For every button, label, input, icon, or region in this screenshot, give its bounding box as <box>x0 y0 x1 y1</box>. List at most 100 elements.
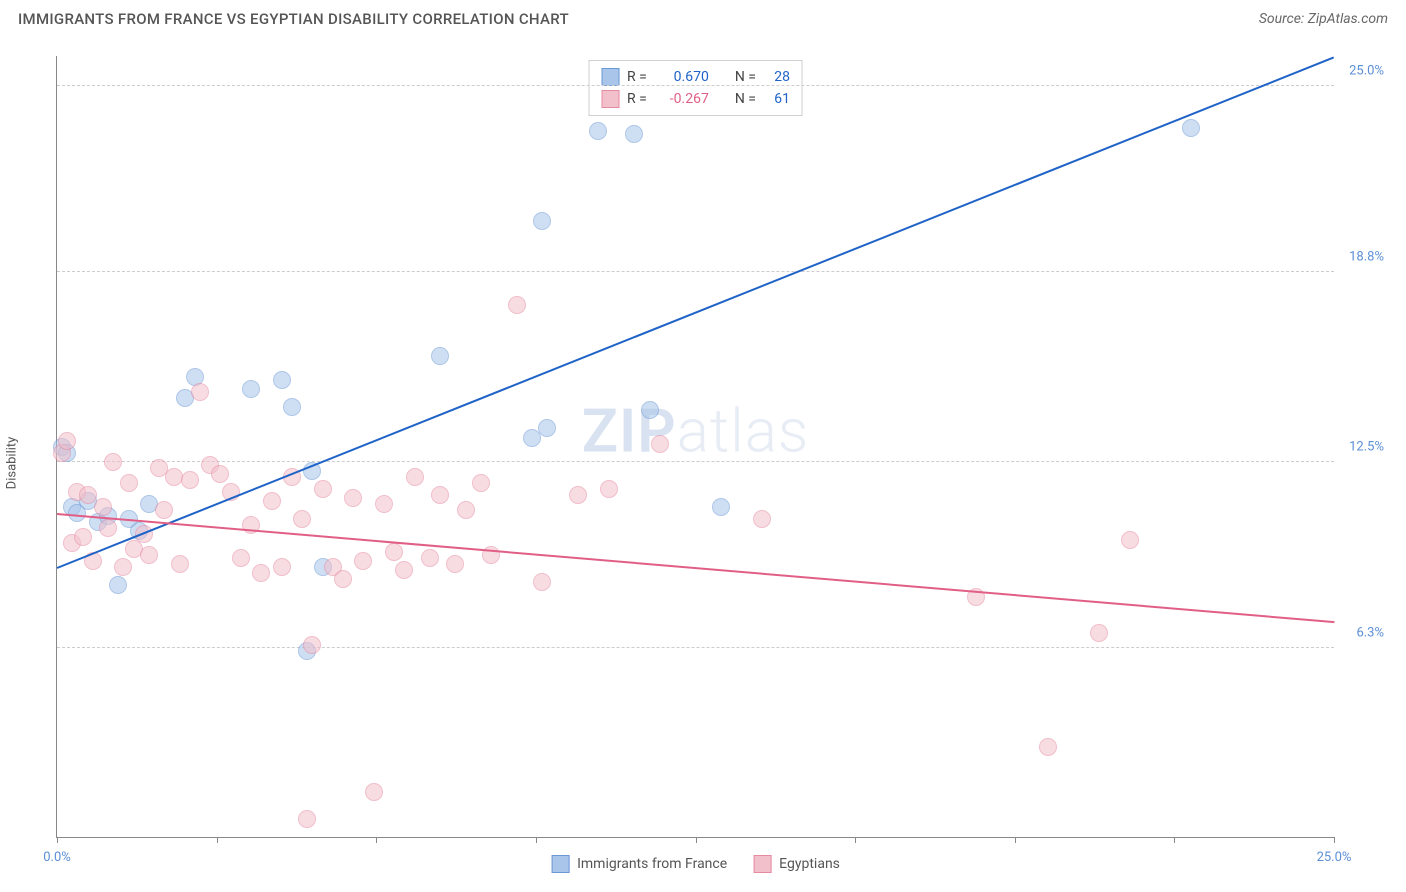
data-point <box>641 401 659 419</box>
data-point <box>1090 624 1108 642</box>
legend-stats-row: R = -0.267 N = 61 <box>601 88 790 110</box>
data-point <box>211 465 229 483</box>
legend-swatch-icon <box>551 855 569 873</box>
legend-series-item: Immigrants from France <box>551 855 727 873</box>
x-tick-label: 0.0% <box>43 850 71 865</box>
legend-series-label: Egyptians <box>779 856 840 872</box>
n-value: 28 <box>764 69 790 85</box>
data-point <box>334 570 352 588</box>
watermark-atlas: atlas <box>677 395 810 466</box>
data-point <box>79 486 97 504</box>
x-tick <box>1015 837 1016 843</box>
source-label: Source: ZipAtlas.com <box>1259 11 1388 27</box>
data-point <box>431 486 449 504</box>
data-point <box>365 783 383 801</box>
watermark-zip: ZIP <box>582 395 677 466</box>
y-tick-label: 12.5% <box>1338 439 1384 454</box>
n-label: N = <box>735 91 756 107</box>
data-point <box>99 519 117 537</box>
data-point <box>155 501 173 519</box>
data-point <box>181 471 199 489</box>
data-point <box>472 474 490 492</box>
legend-swatch-icon <box>753 855 771 873</box>
data-point <box>385 543 403 561</box>
legend-series-label: Immigrants from France <box>577 856 727 872</box>
r-label: R = <box>627 69 647 85</box>
data-point <box>252 564 270 582</box>
legend-stats: R = 0.670 N = 28 R = -0.267 N = 61 <box>588 60 803 116</box>
data-point <box>94 498 112 516</box>
plot-area: ZIPatlas R =0.670N =28R =-0.267N =61 Imm… <box>56 56 1334 838</box>
data-point <box>569 486 587 504</box>
x-tick <box>855 837 856 843</box>
data-point <box>446 555 464 573</box>
chart-container: Disability ZIPatlas R =0.670N =28R =-0.2… <box>18 46 1388 880</box>
legend-series: Immigrants from France Egyptians <box>551 855 840 873</box>
data-point <box>140 546 158 564</box>
data-point <box>712 498 730 516</box>
legend-series-item: Egyptians <box>753 855 840 873</box>
y-tick-label: 6.3% <box>1338 625 1384 640</box>
x-tick <box>1174 837 1175 843</box>
data-point <box>104 453 122 471</box>
r-label: R = <box>627 91 647 107</box>
data-point <box>314 480 332 498</box>
data-point <box>74 528 92 546</box>
x-tick <box>57 837 58 843</box>
data-point <box>395 561 413 579</box>
data-point <box>421 549 439 567</box>
data-point <box>303 636 321 654</box>
data-point <box>753 510 771 528</box>
data-point <box>171 555 189 573</box>
data-point <box>457 501 475 519</box>
trend-line <box>57 56 1335 569</box>
data-point <box>263 492 281 510</box>
data-point <box>58 432 76 450</box>
data-point <box>354 552 372 570</box>
n-label: N = <box>735 69 756 85</box>
data-point <box>431 347 449 365</box>
data-point <box>273 371 291 389</box>
data-point <box>375 495 393 513</box>
y-tick-label: 25.0% <box>1338 64 1384 79</box>
legend-swatch-icon <box>601 68 619 86</box>
y-axis-label: Disability <box>5 437 20 490</box>
data-point <box>242 380 260 398</box>
trend-line <box>57 513 1334 623</box>
data-point <box>1039 738 1057 756</box>
data-point <box>109 576 127 594</box>
gridline <box>57 271 1334 272</box>
r-value: -0.267 <box>655 91 709 107</box>
data-point <box>120 474 138 492</box>
x-tick <box>696 837 697 843</box>
y-tick-label: 18.8% <box>1338 250 1384 265</box>
data-point <box>625 125 643 143</box>
data-point <box>273 558 291 576</box>
data-point <box>533 573 551 591</box>
data-point <box>406 468 424 486</box>
data-point <box>538 419 556 437</box>
data-point <box>589 122 607 140</box>
header-bar: IMMIGRANTS FROM FRANCE VS EGYPTIAN DISAB… <box>0 0 1406 34</box>
x-tick <box>1334 837 1335 843</box>
r-value: 0.670 <box>655 69 709 85</box>
gridline <box>57 461 1334 462</box>
data-point <box>600 480 618 498</box>
data-point <box>298 810 316 828</box>
data-point <box>1182 119 1200 137</box>
data-point <box>651 435 669 453</box>
data-point <box>283 398 301 416</box>
x-tick-label: 25.0% <box>1317 850 1352 865</box>
data-point <box>232 549 250 567</box>
legend-swatch-icon <box>601 90 619 108</box>
watermark: ZIPatlas <box>582 395 810 466</box>
data-point <box>533 212 551 230</box>
data-point <box>344 489 362 507</box>
data-point <box>114 558 132 576</box>
x-tick <box>217 837 218 843</box>
gridline <box>57 647 1334 648</box>
chart-title: IMMIGRANTS FROM FRANCE VS EGYPTIAN DISAB… <box>18 10 569 28</box>
data-point <box>191 383 209 401</box>
n-value: 61 <box>764 91 790 107</box>
data-point <box>508 296 526 314</box>
